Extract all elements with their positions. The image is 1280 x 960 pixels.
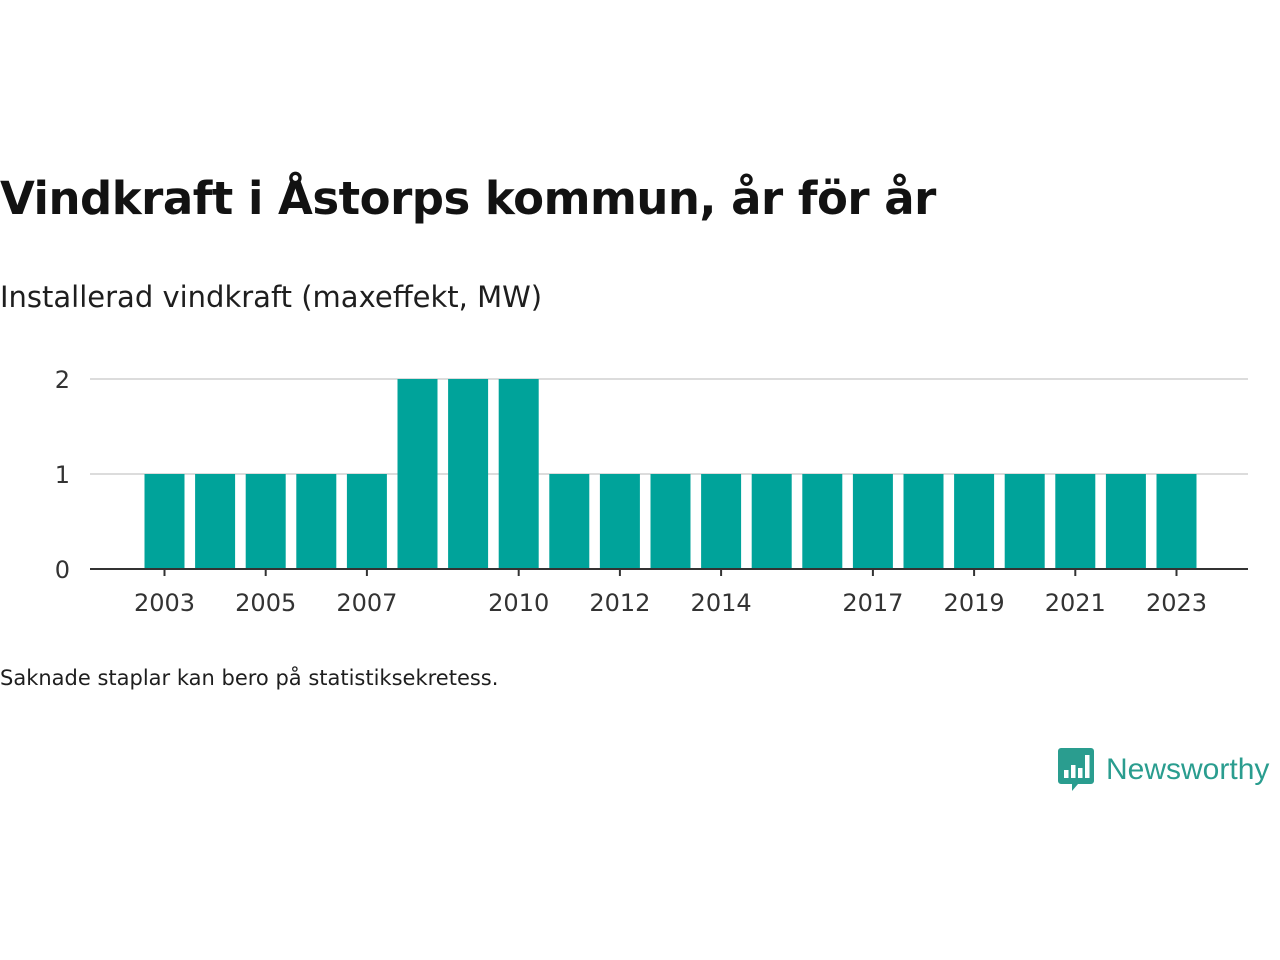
footnote: Saknade staplar kan bero på statistiksek… <box>0 666 499 690</box>
bar-2019 <box>954 474 995 569</box>
y-tick-label: 1 <box>55 461 70 489</box>
bar-2016 <box>802 474 843 569</box>
bar-chart: 0 1 2 2003 2005 2007 2010 2012 2014 2017 2019 2021… <box>55 366 1248 617</box>
y-tick-label: 0 <box>55 556 70 584</box>
bar-2008 <box>397 379 438 569</box>
x-tick-label: 2021 <box>1045 589 1106 617</box>
chart-title: Vindkraft i Åstorps kommun, år för år <box>0 172 936 225</box>
bar-2022 <box>1105 474 1146 569</box>
bar-2010 <box>498 379 539 569</box>
bar-2004 <box>195 474 236 569</box>
bar-2007 <box>346 474 387 569</box>
x-tick-label: 2019 <box>944 589 1005 617</box>
x-axis <box>90 568 1248 576</box>
x-tick-label: 2003 <box>134 589 195 617</box>
x-tick-label: 2007 <box>336 589 397 617</box>
x-tick-labels: 2003 2005 2007 2010 2012 2014 2017 2019 2021 2023 <box>134 589 1207 617</box>
bar-2017 <box>852 474 893 569</box>
brand-logo: Newsworthy <box>1058 748 1269 792</box>
x-tick-label: 2012 <box>589 589 650 617</box>
y-tick-labels: 0 1 2 <box>55 366 70 584</box>
bar-2018 <box>903 474 944 569</box>
bar-2014 <box>701 474 742 569</box>
bar-2006 <box>296 474 337 569</box>
x-tick-label: 2014 <box>691 589 752 617</box>
bar-2013 <box>650 474 691 569</box>
x-tick-label: 2005 <box>235 589 296 617</box>
bar-2023 <box>1156 474 1197 569</box>
chart-subtitle: Installerad vindkraft (maxeffekt, MW) <box>0 280 543 314</box>
bars <box>144 379 1197 569</box>
y-tick-label: 2 <box>55 366 70 394</box>
bar-2003 <box>144 474 185 569</box>
bar-2005 <box>245 474 286 569</box>
bar-2015 <box>751 474 792 569</box>
brand-name: Newsworthy <box>1106 753 1270 786</box>
x-tick-label: 2023 <box>1146 589 1207 617</box>
bar-2020 <box>1004 474 1045 569</box>
x-tick-label: 2010 <box>488 589 549 617</box>
bar-2021 <box>1055 474 1096 569</box>
bar-2009 <box>448 379 489 569</box>
bar-chart-speech-bubble-icon <box>1058 748 1094 791</box>
bar-2011 <box>549 474 590 569</box>
grid-lines <box>90 378 1248 475</box>
x-tick-label: 2017 <box>842 589 903 617</box>
bar-2012 <box>599 474 640 569</box>
